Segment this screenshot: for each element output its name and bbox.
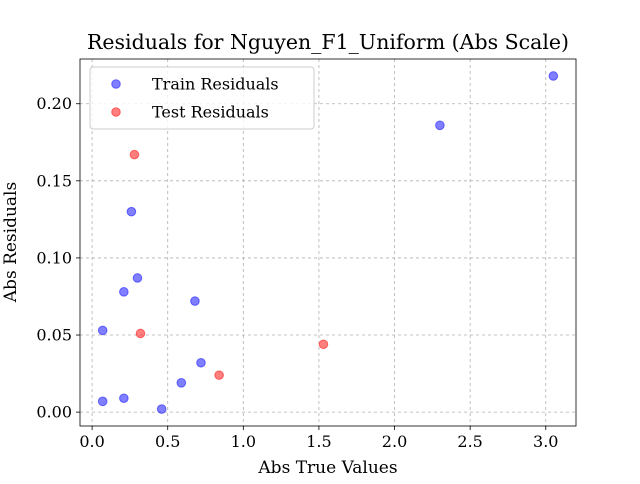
x-tick-label: 0.0 <box>79 432 104 451</box>
train-residuals-point <box>190 296 200 306</box>
plot-area: 0.0 0.5 1.0 1.5 2.0 2.5 3.0 0.00 0.05 0.10 0.15 0.2… <box>36 58 577 451</box>
legend-box <box>89 66 315 130</box>
train-residuals-point <box>196 357 206 368</box>
train-residuals-point <box>435 120 445 131</box>
y-tick-label: 0.05 <box>36 326 72 345</box>
train-residuals-point <box>132 273 143 283</box>
y-tick-label: 0.20 <box>36 94 72 113</box>
legend-label-test-residuals: Test Residuals <box>152 103 269 122</box>
x-tick-label: 2.0 <box>382 432 407 451</box>
test-residuals-point <box>129 149 140 160</box>
train-residuals-point <box>176 378 187 388</box>
legend-label-train-residuals: Train Residuals <box>152 75 279 94</box>
train-residuals-point <box>119 287 129 297</box>
train-residuals-point <box>119 393 129 404</box>
legend-marker-test-residuals <box>111 107 121 117</box>
y-tick-label: 0.10 <box>36 248 72 267</box>
x-tick-label: 0.5 <box>155 432 180 451</box>
train-residuals-point <box>548 71 559 81</box>
x-axis-label: Abs True Values <box>257 458 397 478</box>
x-tick-label: 3.0 <box>533 432 558 451</box>
x-tick-label: 1.0 <box>231 432 256 451</box>
train-residuals-point <box>156 404 167 414</box>
x-tick-label: 2.5 <box>457 432 482 451</box>
chart-title: Residuals for Nguyen_F1_Uniform (Abs Sca… <box>87 30 569 54</box>
train-residuals-point <box>97 325 108 336</box>
y-tick-label: 0.15 <box>36 171 72 190</box>
y-axis-label: Abs Residuals <box>1 182 21 303</box>
axes-frame <box>79 58 577 427</box>
legend: Train Residuals Test Residuals <box>89 66 315 130</box>
x-tick-label: 1.5 <box>306 432 331 451</box>
y-tick-label: 0.00 <box>36 403 72 422</box>
test-residuals-point <box>214 370 224 380</box>
train-residuals-point <box>97 396 108 407</box>
legend-marker-train-residuals <box>111 79 121 89</box>
test-residuals-point <box>318 339 329 350</box>
train-residuals-point <box>126 206 137 217</box>
test-residuals-point <box>135 328 146 339</box>
